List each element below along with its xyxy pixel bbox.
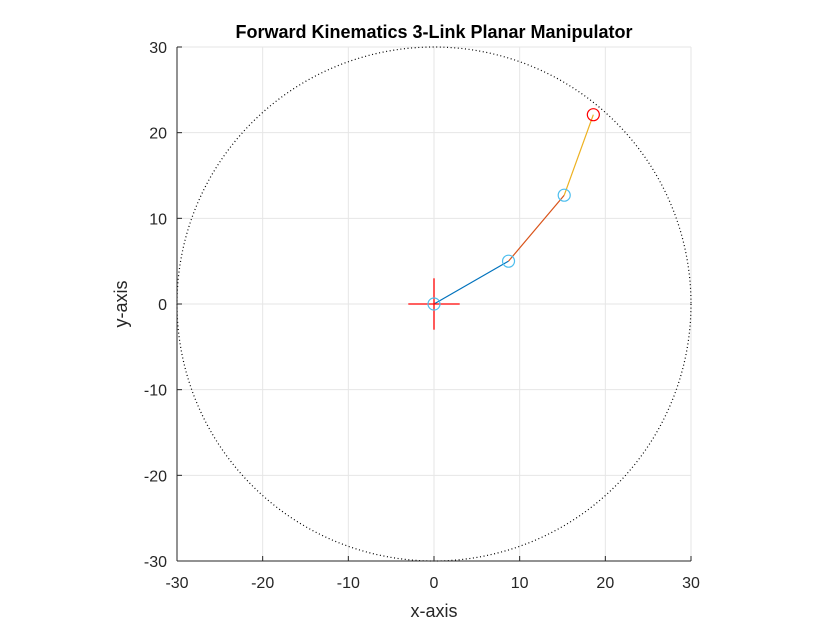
x-tick-label: -20 [251, 575, 274, 592]
joint-marker-3 [557, 188, 571, 202]
joint-marker-1 [427, 297, 441, 311]
y-tick-label: 10 [149, 211, 167, 228]
y-tick-label: 0 [158, 297, 167, 314]
y-tick-label: -30 [144, 554, 167, 571]
y-tick-label: 20 [149, 126, 167, 143]
link-2 [508, 194, 565, 262]
y-tick-label: 30 [149, 40, 167, 57]
x-tick-label: -30 [165, 575, 188, 592]
y-tick-label: -10 [144, 383, 167, 400]
end-effector-marker [586, 108, 600, 122]
x-tick-label: -10 [337, 575, 360, 592]
joint-marker-2 [501, 254, 516, 268]
manipulator-markers [408, 108, 600, 330]
chart-title: Forward Kinematics 3-Link Planar Manipul… [235, 22, 632, 42]
x-tick-label: 0 [430, 575, 439, 592]
x-tick-label: 30 [682, 575, 700, 592]
tick-labels: -30 -20 -10 0 10 20 30 -30 -20 -10 0 10 20 30 [144, 40, 700, 592]
axes-box [176, 46, 692, 562]
x-tick-label: 10 [511, 575, 529, 592]
link-1 [433, 260, 509, 305]
y-tick-label: -20 [144, 468, 167, 485]
x-axis-title: x-axis [410, 601, 457, 621]
manipulator-links [433, 114, 594, 305]
link-3 [563, 114, 594, 196]
y-axis-title: y-axis [111, 280, 131, 327]
x-tick-label: 20 [596, 575, 614, 592]
